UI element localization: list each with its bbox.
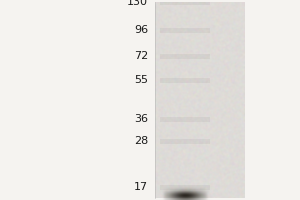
Text: 17: 17	[134, 182, 148, 192]
Text: 96: 96	[134, 25, 148, 35]
Text: 72: 72	[134, 51, 148, 61]
Text: 130: 130	[127, 0, 148, 7]
Text: 28: 28	[134, 136, 148, 146]
Text: 36: 36	[134, 114, 148, 124]
Text: 55: 55	[134, 75, 148, 85]
